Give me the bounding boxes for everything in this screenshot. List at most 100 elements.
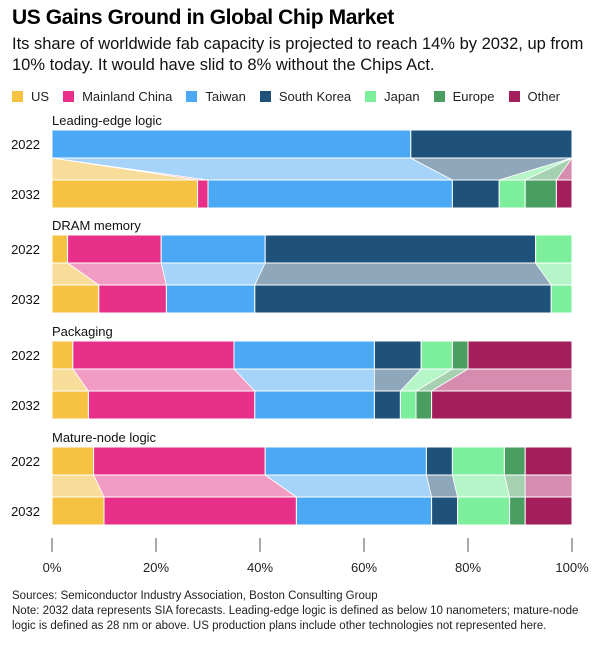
- bar-segment-mainland-china: [67, 234, 162, 264]
- x-tick-label: 100%: [555, 560, 589, 575]
- bar-segment-other: [524, 446, 573, 476]
- bar-segment-mainland-china: [93, 446, 266, 476]
- legend-swatch: [508, 91, 520, 102]
- legend-swatch: [63, 91, 75, 102]
- legend: US Mainland China Taiwan South Korea Jap…: [12, 89, 574, 104]
- legend-item-mainland-china: Mainland China: [63, 89, 172, 104]
- connector-taiwan: [233, 368, 375, 392]
- year-label: 2032: [11, 504, 40, 519]
- bar-segment-other: [555, 179, 573, 209]
- bar-segment-south-korea: [264, 234, 537, 264]
- x-tick-label: 40%: [247, 560, 273, 575]
- bar-segment-us: [51, 284, 100, 314]
- connector-mainland-china: [72, 368, 256, 392]
- legend-swatch: [12, 91, 23, 102]
- group-label: DRAM memory: [52, 218, 141, 233]
- x-tick-label: 0%: [43, 560, 62, 575]
- x-tick-label: 60%: [351, 560, 377, 575]
- legend-label: Mainland China: [82, 89, 173, 104]
- bar-segment-japan: [457, 496, 511, 526]
- bar-segment-taiwan: [51, 129, 412, 159]
- bar-segment-taiwan: [233, 340, 375, 370]
- bar-segment-mainland-china: [98, 284, 167, 314]
- bar-segment-mainland-china: [87, 390, 256, 420]
- bar-segment-europe: [451, 340, 469, 370]
- group-label: Leading-edge logic: [52, 113, 162, 128]
- x-tick-label: 80%: [455, 560, 481, 575]
- bar-segment-japan: [535, 234, 573, 264]
- chart-footer: Sources: Semiconductor Industry Associat…: [12, 589, 592, 634]
- bar-segment-us: [51, 390, 89, 420]
- legend-item-other: Other: [508, 89, 561, 104]
- group-label: Packaging: [52, 324, 113, 339]
- bar-segment-us: [51, 446, 95, 476]
- year-label: 2032: [11, 292, 40, 307]
- bar-segment-taiwan: [160, 234, 266, 264]
- chart-subtitle: Its share of worldwide fab capacity is p…: [12, 35, 584, 74]
- bar-segment-south-korea: [373, 390, 401, 420]
- legend-item-europe: Europe: [433, 89, 495, 104]
- bar-segment-us: [51, 496, 105, 526]
- legend-label: South Korea: [278, 89, 352, 104]
- bar-segment-mainland-china: [103, 496, 297, 526]
- legend-item-taiwan: Taiwan: [186, 89, 246, 104]
- legend-item-south-korea: South Korea: [259, 89, 352, 104]
- x-tick-label: 20%: [143, 560, 169, 575]
- bar-segment-south-korea: [431, 496, 459, 526]
- bar-segment-other: [467, 340, 573, 370]
- year-label: 2022: [11, 242, 40, 257]
- year-label: 2022: [11, 348, 40, 363]
- bar-segment-us: [51, 179, 199, 209]
- bar-segment-taiwan: [165, 284, 256, 314]
- bar-segment-south-korea: [254, 284, 552, 314]
- bar-segment-other: [524, 496, 573, 526]
- legend-swatch: [433, 91, 445, 102]
- bar-segment-mainland-china: [197, 179, 209, 209]
- year-label: 2022: [11, 137, 40, 152]
- chart-plot: Leading-edge logic 2022 2032 DRAM memory 202…: [11, 113, 589, 575]
- sources-text: Sources: Semiconductor Industry Associat…: [12, 590, 378, 602]
- bar-segment-japan: [498, 179, 526, 209]
- year-label: 2032: [11, 187, 40, 202]
- year-label: 2032: [11, 398, 40, 413]
- connector-taiwan: [160, 262, 266, 286]
- bar-segment-other: [431, 390, 573, 420]
- group-label: Mature-node logic: [52, 430, 157, 445]
- bar-segment-south-korea: [410, 129, 573, 159]
- legend-item-us: US: [12, 89, 49, 104]
- legend-label: US: [31, 89, 50, 104]
- legend-swatch: [186, 91, 198, 102]
- note-text: Note: 2032 data represents SIA forecasts…: [12, 605, 579, 632]
- bar-segment-europe: [524, 179, 557, 209]
- chart-title: US Gains Ground in Global Chip Market: [12, 6, 394, 29]
- bar-segment-south-korea: [451, 179, 500, 209]
- connector-mainland-china: [92, 474, 298, 498]
- bar-segment-south-korea: [373, 340, 422, 370]
- bar-segment-us: [51, 340, 74, 370]
- legend-swatch: [259, 91, 271, 102]
- legend-label: Japan: [384, 89, 420, 104]
- bar-segment-europe: [503, 446, 526, 476]
- bar-segment-japan: [451, 446, 505, 476]
- bar-segment-japan: [420, 340, 453, 370]
- bar-segment-europe: [415, 390, 433, 420]
- legend-item-japan: Japan: [365, 89, 420, 104]
- legend-label: Taiwan: [205, 89, 246, 104]
- connector-other: [524, 474, 573, 498]
- legend-label: Other: [527, 89, 561, 104]
- bar-segment-us: [51, 234, 69, 264]
- bar-segment-mainland-china: [72, 340, 235, 370]
- connector-south-korea: [254, 262, 552, 286]
- bar-segment-taiwan: [207, 179, 453, 209]
- bar-segment-europe: [509, 496, 526, 526]
- bar-segment-south-korea: [425, 446, 453, 476]
- bar-segment-taiwan: [295, 496, 433, 526]
- bar-segment-taiwan: [264, 446, 427, 476]
- bar-segment-taiwan: [254, 390, 375, 420]
- year-label: 2022: [11, 454, 40, 469]
- bar-segment-japan: [399, 390, 417, 420]
- legend-swatch: [365, 91, 377, 102]
- bar-segment-japan: [550, 284, 573, 314]
- legend-label: Europe: [452, 89, 495, 104]
- connector-japan: [451, 474, 511, 498]
